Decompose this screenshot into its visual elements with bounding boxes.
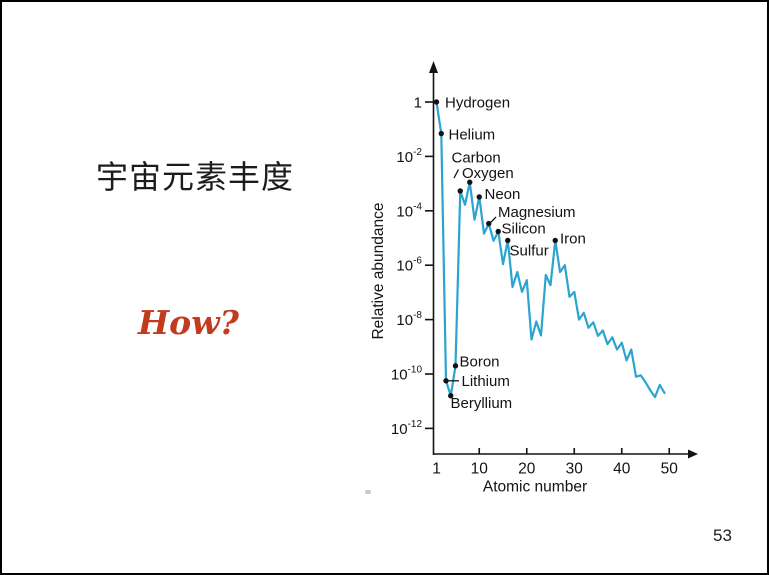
x-tick-label: 30 [566, 461, 584, 478]
element-annotation-oxygen: Oxygen [462, 165, 514, 185]
element-dot-boron [452, 363, 459, 369]
y-axis-arrow-icon [429, 61, 438, 73]
y-axis: 1 10-2 10-4 10-6 10-8 10-10 10-12 Relative abun… [370, 61, 438, 455]
element-annotation-silicon: Silicon [495, 221, 546, 238]
element-label-carbon: Carbon [452, 150, 501, 167]
element-dot-helium [438, 130, 444, 137]
element-label-helium: Helium [449, 127, 496, 144]
element-annotation-beryllium: Beryllium [448, 393, 512, 412]
y-axis-title: Relative abundance [370, 202, 387, 339]
y-tick-label: 10-6 [396, 256, 422, 275]
element-label-neon: Neon [485, 186, 521, 203]
element-annotation-boron: Boron [452, 354, 500, 371]
element-dot-neon [476, 194, 482, 200]
element-annotation-sulfur: Sulfur [505, 237, 549, 260]
x-tick-label: 1 [432, 461, 441, 478]
how-question-text: How? [138, 303, 239, 342]
element-annotation-carbon: Carbon [452, 150, 501, 194]
element-annotation-iron: Iron [552, 231, 586, 248]
element-label-magnesium: Magnesium [498, 204, 576, 221]
y-tick-label: 10-8 [396, 310, 422, 329]
element-label-beryllium: Beryllium [451, 395, 513, 412]
y-tick-label: 10-12 [391, 419, 423, 438]
element-annotation-neon: Neon [476, 186, 521, 203]
element-dot-carbon [457, 188, 463, 194]
slide-title: 宇宙元素丰度 [96, 159, 295, 195]
element-label-boron: Boron [460, 354, 500, 371]
element-dot-magnesium [486, 220, 492, 227]
element-annotation-magnesium: Magnesium [486, 204, 576, 227]
element-dot-beryllium [448, 393, 454, 399]
element-dot-oxygen [467, 179, 473, 185]
x-axis-title: Atomic number [483, 479, 587, 496]
y-tick-label: 1 [414, 95, 422, 112]
element-dot-sulfur [505, 237, 511, 244]
x-tick-label: 50 [661, 461, 679, 478]
stray-mark [365, 490, 371, 494]
element-dot-silicon [495, 228, 501, 235]
x-axis: 1 10 20 30 40 50 Atomic number [432, 448, 698, 496]
element-dot-hydrogen [433, 99, 440, 105]
element-callout-magnesium [490, 216, 497, 223]
element-label-hydrogen: Hydrogen [445, 95, 510, 112]
y-tick-label: 10-4 [396, 201, 422, 220]
x-tick-label: 10 [471, 461, 489, 478]
x-axis-arrow-icon [688, 449, 698, 459]
element-annotation-lithium: Lithium [443, 373, 510, 390]
page-number: 53 [713, 526, 732, 545]
element-label-lithium: Lithium [462, 373, 510, 390]
y-tick-label: 10-2 [396, 147, 422, 166]
x-tick-label: 40 [613, 461, 631, 478]
element-label-sulfur: Sulfur [510, 243, 549, 260]
element-annotation-helium: Helium [438, 127, 496, 144]
element-annotation-hydrogen: Hydrogen [433, 95, 510, 112]
abundance-curve [435, 100, 666, 399]
element-label-iron: Iron [560, 231, 586, 248]
element-callout-carbon [453, 169, 460, 179]
element-dot-lithium [443, 378, 449, 384]
x-tick-label: 20 [518, 461, 536, 478]
element-dot-iron [552, 237, 558, 244]
element-label-oxygen: Oxygen [462, 165, 514, 182]
element-label-silicon: Silicon [502, 221, 546, 238]
y-tick-label: 10-10 [391, 365, 423, 384]
